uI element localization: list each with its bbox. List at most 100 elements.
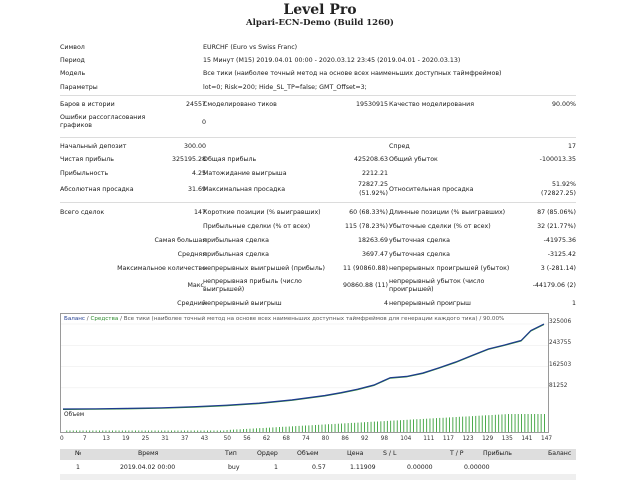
volume-bar: [259, 428, 261, 432]
stat-value: 1: [571, 300, 576, 307]
x-tick-label: 0: [60, 436, 64, 442]
x-tick-label: 98: [380, 436, 389, 442]
setting-label: Параметры: [60, 84, 98, 91]
volume-bar: [334, 423, 336, 432]
volume-bar: [468, 416, 470, 432]
volume-bar: [184, 430, 185, 432]
volume-bar: [472, 416, 473, 432]
cell-sl: 0.00000: [407, 464, 433, 471]
volume-bar: [177, 430, 179, 432]
setting-value: 15 Минут (M15) 2019.04.01 00:00 - 2020.0…: [203, 57, 461, 64]
volume-bar: [203, 430, 205, 432]
volume-bar: [514, 414, 516, 432]
volume-bar: [265, 427, 267, 432]
volume-bar: [308, 425, 310, 432]
volume-bar: [442, 417, 444, 432]
x-tick-label: 37: [181, 436, 189, 442]
col-tp: T / P: [450, 450, 464, 457]
setting-value: lot=0; Risk=200; Hide_SL_TP=false; GMT_O…: [203, 84, 367, 91]
x-tick-label: 141: [521, 436, 533, 442]
report-subtitle: Alpari-ECN-Demo (Build 1260): [246, 18, 394, 28]
volume-bar: [400, 420, 401, 432]
volume-bar: [413, 419, 414, 432]
col-volume: Объем: [297, 450, 319, 457]
volume-bar: [288, 426, 290, 432]
volume-bar: [269, 427, 270, 432]
volume-bar: [475, 415, 477, 432]
stat-label: Самая большая: [154, 237, 206, 244]
volume-bar: [491, 415, 493, 432]
stat-label: непрерывный выигрыш: [203, 300, 282, 307]
setting-value: Все тики (наиболее точный метод на основ…: [203, 70, 502, 77]
volume-bar: [373, 421, 375, 432]
stat-value: 0: [201, 119, 206, 126]
volume-bar: [144, 430, 146, 432]
volume-bar: [462, 416, 464, 432]
volume-bar: [72, 430, 74, 432]
volume-bar: [92, 430, 94, 432]
x-tick-label: 74: [302, 436, 310, 442]
volume-bar: [344, 423, 346, 432]
x-tick-label: 86: [341, 436, 349, 442]
volume-bar: [540, 414, 542, 432]
volume-bar: [239, 429, 241, 432]
volume-bar: [324, 424, 326, 432]
stat-label: Баров в истории: [60, 101, 115, 108]
volume-bar: [76, 430, 77, 432]
legend-separator: /: [85, 316, 91, 322]
chart-model-text: / Все тики (наиболее точный метод на осн…: [118, 316, 505, 322]
legend-equity: Средства: [90, 316, 119, 322]
volume-bar: [180, 430, 182, 432]
setting-value: EURCHF (Euro vs Swiss Franc): [203, 44, 298, 51]
volume-bar: [524, 414, 526, 432]
stat-value: 11 (90860.88): [343, 265, 388, 272]
volume-bar: [301, 425, 303, 432]
x-tick-label: 129: [482, 436, 494, 442]
volume-bar: [530, 414, 532, 432]
stat-value: 3697.47: [361, 251, 388, 258]
x-tick-label: 50: [223, 436, 231, 442]
cell-time: 2019.04.02 00:00: [120, 464, 176, 471]
volume-bar: [174, 430, 176, 432]
volume-bar: [478, 415, 480, 432]
chart-plot: [61, 323, 548, 410]
volume-bar: [364, 422, 365, 432]
stat-label: Чистая прибыль: [60, 156, 114, 163]
volume-panel: Объем: [60, 410, 549, 433]
y-tick-label: 243755: [549, 340, 572, 347]
legend-balance: Баланс: [64, 316, 86, 322]
x-tick-label: 19: [122, 436, 130, 442]
volume-bar: [416, 419, 418, 432]
stat-label: Прибыльные сделки (% от всех): [203, 223, 311, 230]
y-tick-label: 162503: [549, 361, 572, 368]
volume-bar: [432, 418, 434, 432]
stat-value: 300.00: [183, 143, 206, 150]
volume-bar: [537, 414, 539, 432]
volume-bar: [527, 414, 529, 432]
volume-bar: [449, 417, 450, 432]
volume-bar: [321, 424, 323, 432]
volume-bar: [243, 429, 244, 432]
x-tick-label: 80: [321, 436, 330, 442]
volume-bar: [354, 422, 356, 432]
volume-bar: [164, 430, 166, 432]
volume-bar: [458, 416, 460, 432]
volume-bar: [79, 430, 81, 432]
volume-bar: [279, 427, 280, 432]
volume-bar: [305, 425, 306, 432]
volume-bar: [148, 430, 149, 432]
volume-bar: [200, 430, 202, 432]
cell-tp: 0.00000: [464, 464, 490, 471]
volume-bar: [236, 429, 238, 432]
divider: [60, 137, 576, 138]
volume-bar: [341, 423, 342, 432]
volume-bar: [128, 430, 130, 432]
volume-bar: [229, 429, 231, 432]
stat-value: -3125.42: [547, 251, 576, 258]
volume-bar: [439, 417, 441, 432]
stat-label: непрерывных выигрышей (прибыль): [203, 265, 325, 272]
volume-bar: [292, 426, 293, 432]
volume-bar: [95, 430, 97, 432]
stat-value: 147: [193, 209, 206, 216]
volume-bar: [197, 430, 199, 432]
